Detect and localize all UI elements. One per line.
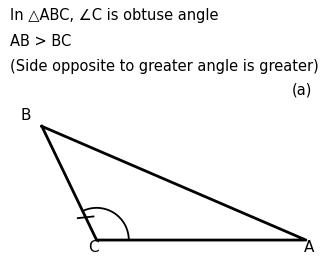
Text: In △ABC, ∠C is obtuse angle: In △ABC, ∠C is obtuse angle bbox=[10, 8, 218, 23]
Text: C: C bbox=[88, 240, 99, 255]
Text: (a): (a) bbox=[292, 83, 312, 98]
Text: A: A bbox=[304, 240, 314, 255]
Text: AB > BC: AB > BC bbox=[10, 34, 71, 49]
Text: (Side opposite to greater angle is greater): (Side opposite to greater angle is great… bbox=[10, 59, 318, 74]
Text: B: B bbox=[21, 108, 31, 123]
